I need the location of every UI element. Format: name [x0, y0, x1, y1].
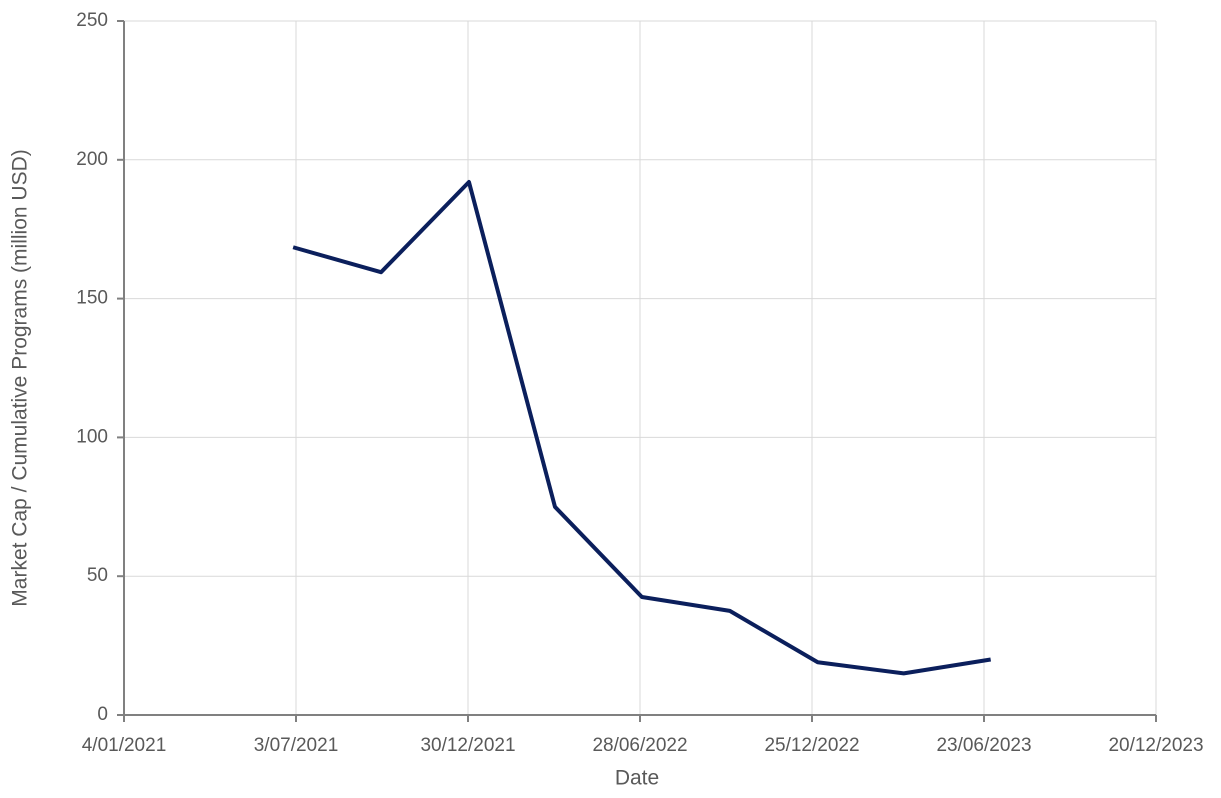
x-tick-label: 28/06/2022	[592, 735, 687, 756]
y-tick-label: 150	[76, 288, 108, 309]
x-axis-title: Date	[615, 767, 659, 790]
y-tick-label: 50	[87, 565, 108, 586]
y-tick-label: 250	[76, 10, 108, 31]
x-tick-label: 20/12/2023	[1108, 735, 1203, 756]
x-tick-label: 4/01/2021	[82, 735, 167, 756]
x-tick-label: 30/12/2021	[420, 735, 515, 756]
y-tick-label: 200	[76, 149, 108, 170]
x-tick-label: 25/12/2022	[764, 735, 859, 756]
x-tick-label: 3/07/2021	[254, 735, 339, 756]
line	[292, 180, 992, 676]
y-tick-label: 0	[97, 704, 108, 725]
y-axis-title: Market Cap / Cumulative Programs (millio…	[9, 149, 32, 606]
x-tick-label: 23/06/2023	[936, 735, 1031, 756]
y-tick-label: 100	[76, 426, 108, 447]
